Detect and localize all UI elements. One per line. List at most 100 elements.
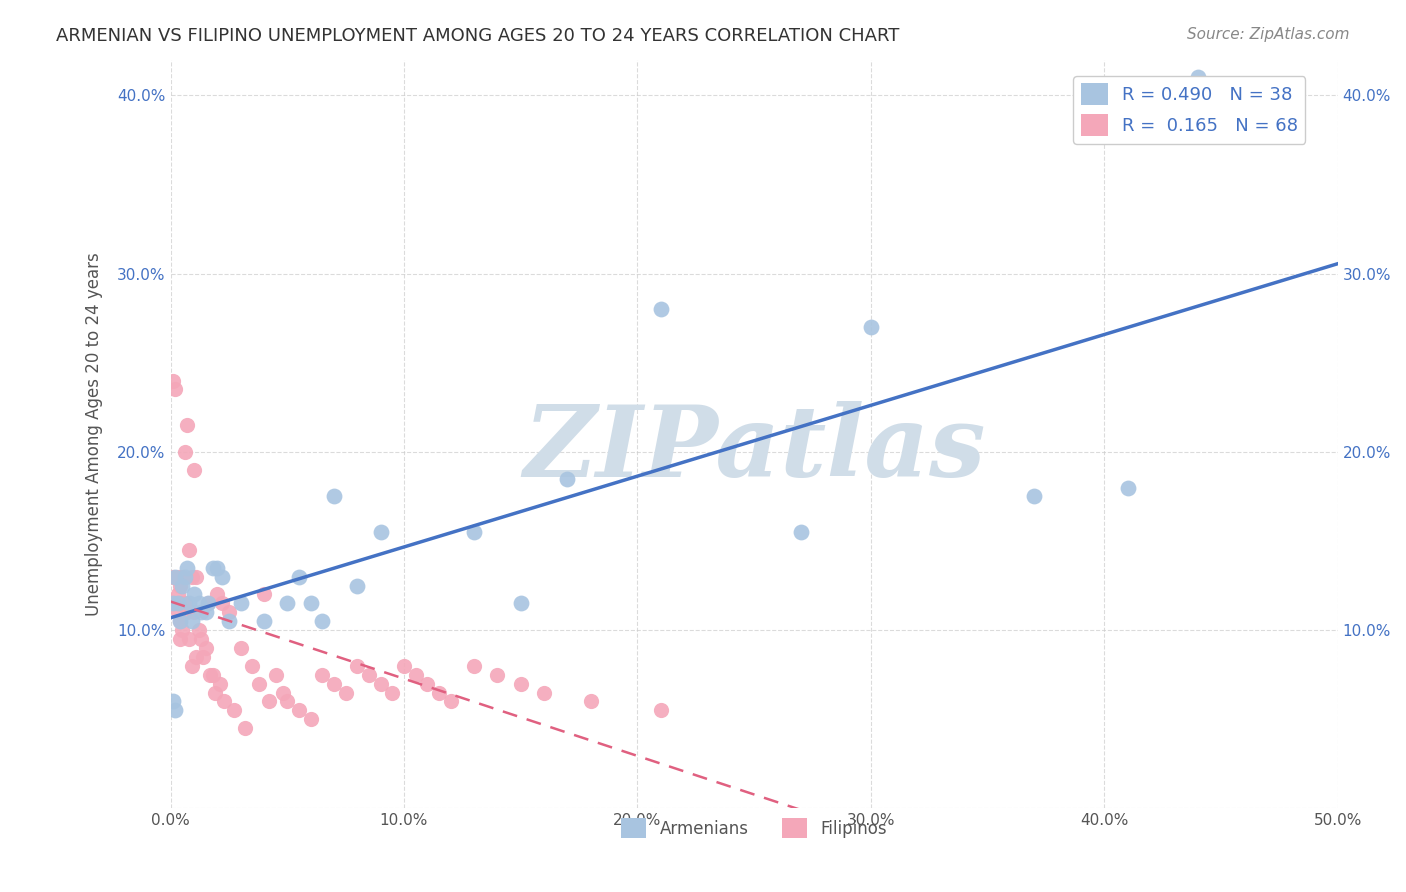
Point	[427, 685, 450, 699]
Point	[288, 569, 311, 583]
Point	[187, 596, 209, 610]
Point	[311, 614, 333, 628]
Y-axis label: Unemployment Among Ages 20 to 24 years: Unemployment Among Ages 20 to 24 years	[86, 252, 103, 615]
Point	[264, 667, 287, 681]
Point	[257, 694, 280, 708]
Point	[197, 596, 219, 610]
Point	[463, 525, 485, 540]
Point	[509, 596, 531, 610]
Point	[218, 614, 240, 628]
Point	[370, 525, 392, 540]
Point	[201, 667, 224, 681]
Point	[162, 374, 184, 388]
Point	[323, 676, 346, 690]
Point	[193, 649, 215, 664]
Point	[162, 596, 184, 610]
Point	[172, 569, 194, 583]
Point	[288, 703, 311, 717]
Point	[165, 383, 187, 397]
Legend: Armenians, Filipinos: Armenians, Filipinos	[614, 812, 894, 845]
Point	[859, 320, 882, 334]
Point	[183, 605, 205, 619]
Point	[392, 658, 415, 673]
Point	[173, 596, 195, 610]
Point	[208, 676, 231, 690]
Point	[176, 560, 198, 574]
Point	[166, 605, 188, 619]
Point	[186, 569, 208, 583]
Point	[207, 560, 229, 574]
Point	[197, 596, 219, 610]
Point	[222, 703, 245, 717]
Point	[557, 472, 579, 486]
Point	[165, 596, 187, 610]
Point	[172, 596, 194, 610]
Point	[299, 596, 322, 610]
Point	[194, 605, 217, 619]
Point	[186, 649, 208, 664]
Point	[165, 703, 187, 717]
Point	[179, 542, 201, 557]
Point	[180, 614, 202, 628]
Point	[346, 578, 368, 592]
Point	[180, 569, 202, 583]
Point	[790, 525, 813, 540]
Point	[166, 596, 188, 610]
Point	[1116, 481, 1139, 495]
Point	[299, 712, 322, 726]
Point	[173, 569, 195, 583]
Point	[276, 694, 298, 708]
Text: Source: ZipAtlas.com: Source: ZipAtlas.com	[1187, 27, 1350, 42]
Point	[172, 578, 194, 592]
Point	[169, 578, 191, 592]
Point	[187, 623, 209, 637]
Point	[533, 685, 555, 699]
Point	[169, 614, 191, 628]
Point	[207, 587, 229, 601]
Text: ZIPatlas: ZIPatlas	[523, 401, 986, 497]
Point	[165, 569, 187, 583]
Point	[176, 418, 198, 433]
Point	[179, 596, 201, 610]
Point	[440, 694, 463, 708]
Point	[229, 640, 252, 655]
Point	[179, 632, 201, 646]
Point	[1024, 490, 1046, 504]
Point	[169, 632, 191, 646]
Point	[162, 694, 184, 708]
Point	[271, 685, 294, 699]
Point	[218, 605, 240, 619]
Point	[211, 569, 233, 583]
Point	[253, 587, 276, 601]
Point	[463, 658, 485, 673]
Point	[381, 685, 404, 699]
Point	[162, 569, 184, 583]
Point	[486, 667, 509, 681]
Point	[650, 302, 672, 317]
Point	[233, 721, 256, 735]
Point	[579, 694, 602, 708]
Point	[200, 667, 222, 681]
Point	[370, 676, 392, 690]
Point	[311, 667, 333, 681]
Point	[194, 640, 217, 655]
Point	[190, 605, 212, 619]
Point	[176, 605, 198, 619]
Point	[509, 676, 531, 690]
Point	[183, 587, 205, 601]
Point	[166, 569, 188, 583]
Point	[346, 658, 368, 673]
Point	[323, 490, 346, 504]
Point	[240, 658, 263, 673]
Point	[247, 676, 270, 690]
Point	[650, 703, 672, 717]
Point	[180, 658, 202, 673]
Point	[211, 596, 233, 610]
Point	[212, 694, 235, 708]
Point	[172, 623, 194, 637]
Point	[253, 614, 276, 628]
Point	[183, 463, 205, 477]
Point	[190, 632, 212, 646]
Point	[335, 685, 357, 699]
Point	[1187, 70, 1209, 85]
